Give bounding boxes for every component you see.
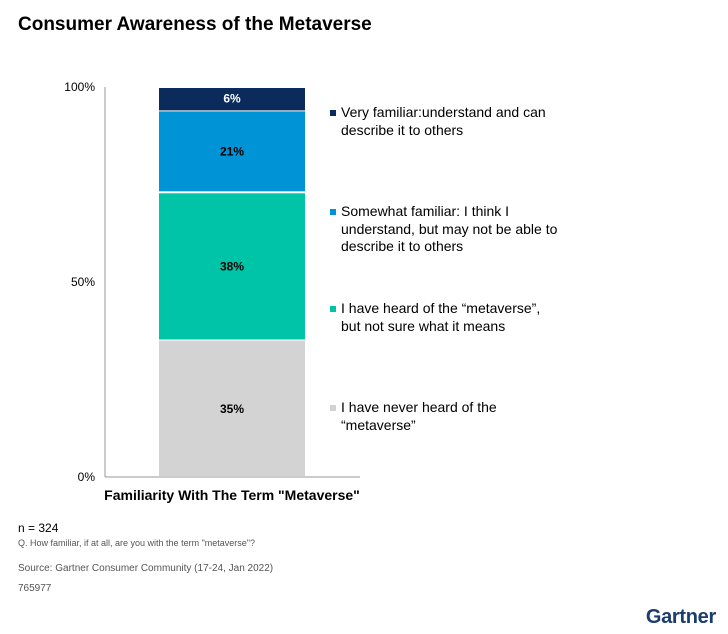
chart-title: Consumer Awareness of the Metaverse xyxy=(18,14,372,35)
data-label-3: 6% xyxy=(223,92,241,106)
sample-size-note: n = 324 xyxy=(18,521,59,535)
legend-label-somewhat-familiar: Somewhat familiar: I think I understand,… xyxy=(341,203,558,254)
x-axis-label: Familiarity With The Term "Metaverse" xyxy=(104,487,360,503)
bar-segment-0 xyxy=(159,340,305,476)
legend-label-very-familiar: Very familiar:understand and can describ… xyxy=(341,104,546,138)
legend-swatch-heard-of xyxy=(330,306,336,312)
legend-item-never-heard: I have never heard of the “metaverse” xyxy=(330,399,560,434)
legend-item-somewhat-familiar: Somewhat familiar: I think I understand,… xyxy=(330,203,560,256)
survey-question-note: Q. How familiar, if at all, are you with… xyxy=(18,538,255,548)
data-label-0: 35% xyxy=(220,402,244,416)
bar-segment-1 xyxy=(159,193,305,340)
y-tick-label: 0% xyxy=(78,470,96,484)
legend-label-heard-of: I have heard of the “metaverse”, but not… xyxy=(341,300,541,334)
source-note: Source: Gartner Consumer Community (17-2… xyxy=(18,563,274,574)
legend-swatch-very-familiar xyxy=(330,110,336,116)
legend-swatch-somewhat-familiar xyxy=(330,209,336,215)
legend-item-very-familiar: Very familiar:understand and can describ… xyxy=(330,104,560,139)
legend-swatch-never-heard xyxy=(330,405,336,411)
legend-item-heard-of: I have heard of the “metaverse”, but not… xyxy=(330,300,560,335)
y-tick-label: 100% xyxy=(64,80,95,94)
y-tick-label: 50% xyxy=(71,275,95,289)
data-label-1: 38% xyxy=(220,259,244,273)
gartner-logo: Gartner xyxy=(645,606,716,628)
bar-segment-2 xyxy=(159,111,305,192)
bar-segment-3 xyxy=(159,88,305,111)
data-label-2: 21% xyxy=(220,144,244,158)
legend-label-never-heard: I have never heard of the “metaverse” xyxy=(341,399,497,433)
document-id: 765977 xyxy=(18,583,52,594)
